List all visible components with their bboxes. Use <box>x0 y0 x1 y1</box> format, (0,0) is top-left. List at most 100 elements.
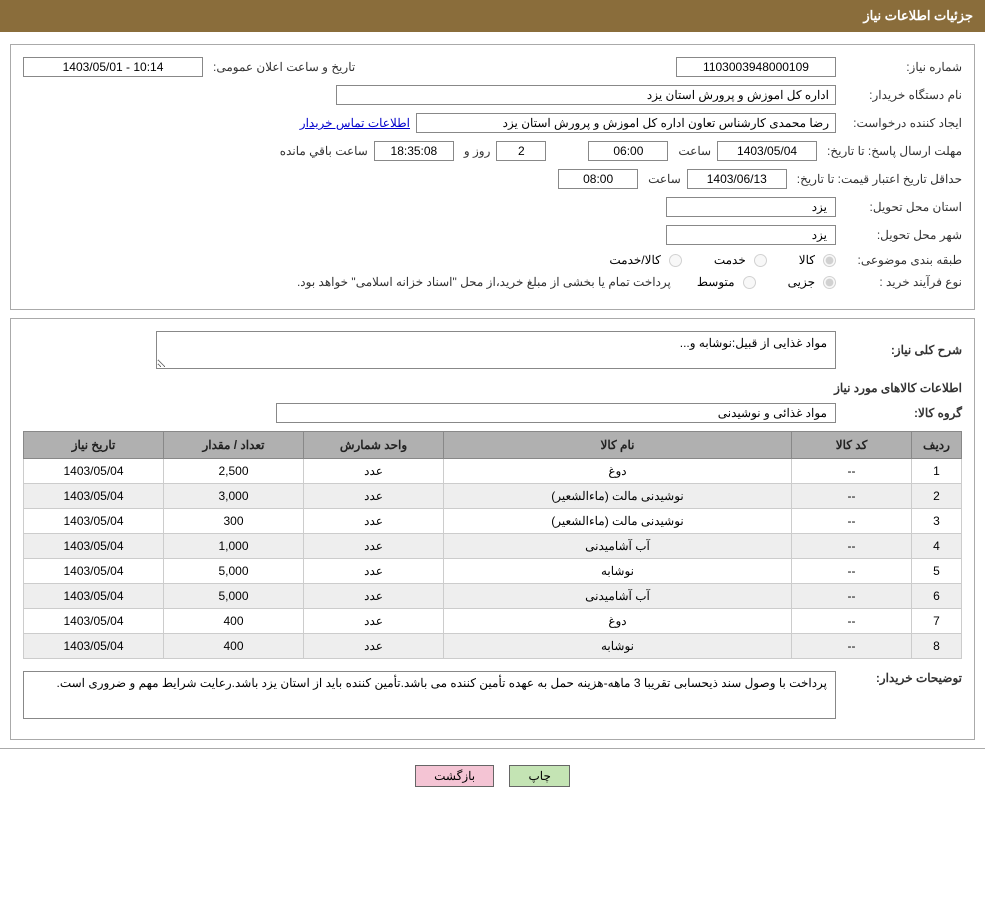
remaining-time-label: ساعت باقي مانده <box>276 144 368 158</box>
divider <box>0 748 985 749</box>
row-buyer-org: نام دستگاه خریدار: اداره کل اموزش و پرور… <box>23 85 962 105</box>
cell-qty: 5,000 <box>164 584 304 609</box>
page-title: جزئیات اطلاعات نیاز <box>863 8 973 23</box>
page-title-bar: جزئیات اطلاعات نیاز <box>0 0 985 32</box>
cell-name: آب آشامیدنی <box>444 584 792 609</box>
items-table-body: 1--دوغعدد2,5001403/05/042--نوشیدنی مالت … <box>24 459 962 659</box>
radio-partial-input[interactable] <box>823 276 836 289</box>
col-qty: تعداد / مقدار <box>164 432 304 459</box>
row-category: طبقه بندی موضوعی: کالا خدمت کالا/خدمت <box>23 253 962 267</box>
page-container: جزئیات اطلاعات نیاز شماره نیاز: 11030039… <box>0 0 985 797</box>
info-panel: شماره نیاز: 1103003948000109 تاریخ و ساع… <box>10 44 975 310</box>
cell-row: 1 <box>912 459 962 484</box>
back-button[interactable]: بازگشت <box>415 765 494 787</box>
cell-qty: 5,000 <box>164 559 304 584</box>
price-validity-time-label: ساعت <box>644 172 681 186</box>
table-row: 7--دوغعدد4001403/05/04 <box>24 609 962 634</box>
radio-medium-input[interactable] <box>743 276 756 289</box>
requester-label: ایجاد کننده درخواست: <box>842 116 962 130</box>
cell-code: -- <box>792 559 912 584</box>
cell-row: 5 <box>912 559 962 584</box>
row-need-number: شماره نیاز: 1103003948000109 تاریخ و ساع… <box>23 57 962 77</box>
col-row: ردیف <box>912 432 962 459</box>
group-label: گروه کالا: <box>842 406 962 420</box>
cell-qty: 400 <box>164 634 304 659</box>
radio-service[interactable]: خدمت <box>714 253 767 267</box>
cell-date: 1403/05/04 <box>24 584 164 609</box>
print-button[interactable]: چاپ <box>509 765 569 787</box>
row-group: گروه کالا: مواد غذائی و نوشیدنی <box>23 403 962 423</box>
cell-row: 4 <box>912 534 962 559</box>
radio-medium[interactable]: متوسط <box>697 275 756 289</box>
cell-code: -- <box>792 584 912 609</box>
cell-unit: عدد <box>304 484 444 509</box>
row-requester: ایجاد کننده درخواست: رضا محمدی کارشناس ت… <box>23 113 962 133</box>
radio-goods-input[interactable] <box>823 254 836 267</box>
radio-service-input[interactable] <box>754 254 767 267</box>
radio-partial[interactable]: جزیی <box>788 275 836 289</box>
reply-deadline-date: 1403/05/04 <box>717 141 817 161</box>
cell-unit: عدد <box>304 509 444 534</box>
need-panel: شرح کلی نیاز: مواد غذایی از قبیل:نوشابه … <box>10 318 975 740</box>
cell-row: 7 <box>912 609 962 634</box>
items-table-head: ردیف کد کالا نام کالا واحد شمارش تعداد /… <box>24 432 962 459</box>
radio-goods-label: کالا <box>799 253 815 267</box>
cell-unit: عدد <box>304 609 444 634</box>
cell-unit: عدد <box>304 534 444 559</box>
cell-code: -- <box>792 484 912 509</box>
cell-date: 1403/05/04 <box>24 459 164 484</box>
radio-goods-service[interactable]: کالا/خدمت <box>609 253 681 267</box>
radio-service-label: خدمت <box>714 253 746 267</box>
cell-name: نوشابه <box>444 634 792 659</box>
buyer-notes-label: توضیحات خریدار: <box>842 671 962 685</box>
radio-goods-service-input[interactable] <box>669 254 682 267</box>
items-title: اطلاعات کالاهای مورد نیاز <box>23 381 962 395</box>
cell-row: 3 <box>912 509 962 534</box>
cell-qty: 3,000 <box>164 484 304 509</box>
cell-row: 2 <box>912 484 962 509</box>
contact-link[interactable]: اطلاعات تماس خریدار <box>300 116 410 130</box>
cell-code: -- <box>792 509 912 534</box>
table-row: 8--نوشابهعدد4001403/05/04 <box>24 634 962 659</box>
group-value: مواد غذائی و نوشیدنی <box>276 403 836 423</box>
cell-name: آب آشامیدنی <box>444 534 792 559</box>
announce-datetime-value: 10:14 - 1403/05/01 <box>23 57 203 77</box>
cell-qty: 1,000 <box>164 534 304 559</box>
row-delivery-city: شهر محل تحویل: یزد <box>23 225 962 245</box>
need-number-label: شماره نیاز: <box>842 60 962 74</box>
remaining-days-label: روز و <box>460 144 491 158</box>
summary-textarea: مواد غذایی از قبیل:نوشابه و... <box>156 331 836 369</box>
cell-date: 1403/05/04 <box>24 559 164 584</box>
process-type-label: نوع فرآیند خرید : <box>842 275 962 289</box>
requester-value: رضا محمدی کارشناس تعاون اداره کل اموزش و… <box>416 113 836 133</box>
remaining-days: 2 <box>496 141 546 161</box>
announce-datetime-label: تاریخ و ساعت اعلان عمومی: <box>209 60 355 74</box>
cell-name: دوغ <box>444 609 792 634</box>
process-radio-group: جزیی متوسط <box>697 275 836 289</box>
cell-qty: 300 <box>164 509 304 534</box>
row-reply-deadline: مهلت ارسال پاسخ: تا تاریخ: 1403/05/04 سا… <box>23 141 962 161</box>
cell-code: -- <box>792 634 912 659</box>
need-number-value: 1103003948000109 <box>676 57 836 77</box>
cell-row: 8 <box>912 634 962 659</box>
remaining-time: 18:35:08 <box>374 141 454 161</box>
cell-row: 6 <box>912 584 962 609</box>
cell-name: نوشیدنی مالت (ماءالشعیر) <box>444 509 792 534</box>
cell-date: 1403/05/04 <box>24 534 164 559</box>
cell-date: 1403/05/04 <box>24 484 164 509</box>
table-row: 1--دوغعدد2,5001403/05/04 <box>24 459 962 484</box>
process-note: پرداخت تمام یا بخشی از مبلغ خرید،از محل … <box>297 275 671 289</box>
col-code: کد کالا <box>792 432 912 459</box>
cell-name: نوشیدنی مالت (ماءالشعیر) <box>444 484 792 509</box>
radio-goods[interactable]: کالا <box>799 253 836 267</box>
reply-deadline-label: مهلت ارسال پاسخ: تا تاریخ: <box>823 144 962 158</box>
price-validity-label: حداقل تاریخ اعتبار قیمت: تا تاریخ: <box>793 172 962 186</box>
delivery-province-label: استان محل تحویل: <box>842 200 962 214</box>
reply-deadline-time-label: ساعت <box>674 144 711 158</box>
delivery-city-value: یزد <box>666 225 836 245</box>
cell-code: -- <box>792 609 912 634</box>
reply-deadline-time: 06:00 <box>588 141 668 161</box>
category-radio-group: کالا خدمت کالا/خدمت <box>609 253 836 267</box>
cell-date: 1403/05/04 <box>24 609 164 634</box>
table-row: 4--آب آشامیدنیعدد1,0001403/05/04 <box>24 534 962 559</box>
